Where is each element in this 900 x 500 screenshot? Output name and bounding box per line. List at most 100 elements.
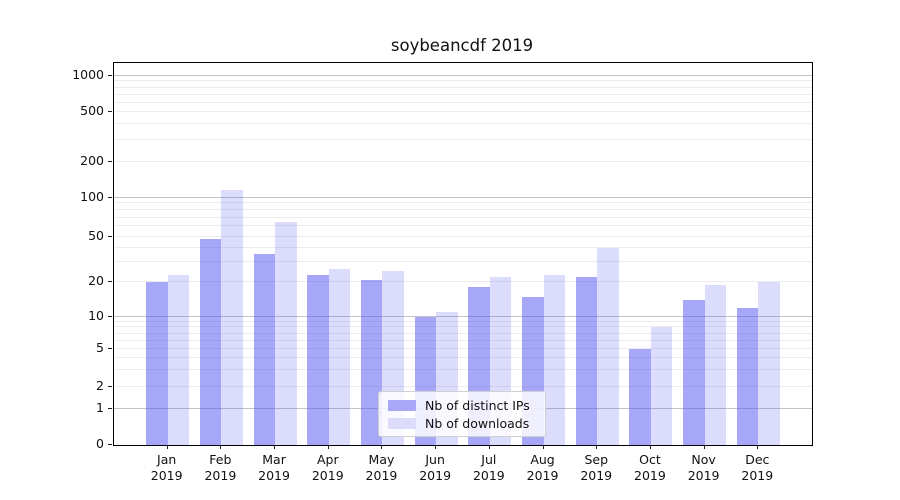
y-tick-label-50: 50: [88, 227, 104, 243]
legend: Nb of distinct IPs Nb of downloads: [378, 391, 546, 437]
grid-line-y-400: [114, 123, 812, 125]
x-tick-label-oct: Oct 2019: [634, 452, 666, 483]
y-tick-mark-200: [108, 161, 112, 162]
y-tick-label-1000: 1000: [72, 67, 104, 82]
grid-line-y-900: [114, 80, 812, 82]
bar-dec-downloads: [758, 282, 780, 445]
x-tick-label-sep: Sep 2019: [580, 452, 613, 483]
y-tick-mark-500: [108, 111, 112, 112]
x-tick-mark-feb: [220, 445, 222, 449]
grid-line-y-50: [114, 235, 812, 237]
bar-aug-downloads: [543, 275, 565, 445]
x-tick-mark-apr: [327, 445, 329, 449]
bar-sep-downloads: [597, 247, 619, 445]
x-tick-mark-sep: [596, 445, 598, 449]
legend-item-distinct-ips: Nb of distinct IPs: [388, 397, 537, 414]
y-tick-label-500: 500: [80, 103, 104, 118]
y-tick-mark-100: [108, 196, 112, 198]
y-tick-mark-5: [108, 348, 112, 350]
y-tick-mark-0: [108, 444, 112, 445]
bar-nov-downloads: [704, 284, 727, 445]
x-tick-mark-dec: [757, 445, 759, 449]
grid-line-y-9: [114, 320, 812, 322]
plot-area: [113, 62, 813, 446]
grid-line-y-10: [114, 316, 812, 317]
grid-line-y-30: [114, 260, 812, 262]
x-tick-label-aug: Aug 2019: [526, 452, 559, 483]
x-tick-mark-jul: [488, 445, 490, 449]
x-tick-label-jul: Jul 2019: [472, 452, 505, 483]
x-tick-mark-may: [381, 445, 383, 449]
grid-line-y-600: [114, 101, 812, 103]
y-tick-mark-20: [108, 281, 112, 282]
legend-swatch-distinct-ips-icon: [388, 400, 416, 411]
grid-line-y-500: [114, 111, 812, 112]
bar-mar-distinct-ips: [253, 254, 276, 445]
x-tick-label-may: May 2019: [365, 452, 398, 483]
x-tick-label-feb: Feb 2019: [204, 452, 237, 483]
grid-line-y-2: [114, 385, 812, 387]
bar-oct-downloads: [650, 327, 673, 445]
bar-may-distinct-ips: [360, 279, 383, 445]
bar-jan-downloads: [167, 275, 190, 445]
x-tick-mark-jan: [166, 445, 168, 449]
bar-feb-distinct-ips: [199, 238, 222, 445]
legend-item-downloads: Nb of downloads: [388, 415, 537, 432]
grid-line-y-200: [114, 161, 812, 162]
x-tick-mark-oct: [649, 445, 651, 449]
y-tick-mark-10: [108, 316, 112, 317]
bar-apr-distinct-ips: [307, 275, 329, 445]
grid-line-y-40: [114, 246, 812, 248]
grid-line-y-300: [114, 138, 812, 140]
x-tick-label-jan: Jan 2019: [150, 452, 183, 483]
grid-line-y-7: [114, 332, 812, 334]
y-tick-mark-2: [108, 385, 112, 387]
x-tick-label-dec: Dec 2019: [741, 452, 774, 483]
bar-nov-distinct-ips: [683, 300, 705, 445]
bar-sep-distinct-ips: [575, 277, 598, 445]
x-tick-label-mar: Mar 2019: [258, 452, 290, 483]
grid-line-y-3: [114, 369, 812, 371]
grid-line-y-100: [114, 196, 812, 198]
bar-feb-downloads: [221, 190, 243, 445]
y-tick-label-10: 10: [88, 308, 104, 323]
bar-jan-distinct-ips: [146, 282, 168, 445]
grid-line-y-8: [114, 326, 812, 328]
chart-title: soybeancdf 2019: [390, 36, 534, 55]
x-tick-mark-jun: [435, 445, 437, 449]
grid-line-y-5: [114, 348, 812, 350]
grid-line-y-20: [114, 281, 812, 282]
y-tick-mark-1: [108, 407, 112, 409]
y-tick-label-2: 2: [96, 377, 104, 393]
y-tick-label-20: 20: [88, 273, 104, 288]
x-tick-label-jun: Jun 2019: [419, 452, 452, 483]
x-tick-mark-aug: [542, 445, 544, 449]
grid-line-y-6: [114, 339, 812, 341]
x-tick-mark-nov: [703, 445, 705, 449]
y-tick-mark-50: [108, 235, 112, 237]
x-tick-label-nov: Nov 2019: [687, 452, 720, 483]
x-tick-mark-mar: [274, 445, 276, 449]
bar-apr-downloads: [328, 268, 351, 445]
bar-dec-distinct-ips: [736, 307, 759, 445]
grid-line-y-60: [114, 225, 812, 227]
bar-oct-distinct-ips: [629, 349, 651, 445]
y-tick-label-200: 200: [80, 153, 104, 168]
grid-line-y-700: [114, 93, 812, 95]
legend-label-downloads: Nb of downloads: [425, 416, 530, 431]
legend-label-distinct-ips: Nb of distinct IPs: [425, 398, 530, 413]
grid-line-y-90: [114, 202, 812, 204]
grid-line-y-80: [114, 209, 812, 211]
y-tick-label-0: 0: [96, 436, 104, 451]
y-tick-label-5: 5: [96, 340, 104, 356]
legend-swatch-downloads-icon: [388, 418, 416, 429]
grid-line-y-70: [114, 216, 812, 218]
y-tick-mark-1000: [108, 75, 112, 76]
grid-line-y-800: [114, 86, 812, 88]
y-tick-label-1: 1: [96, 399, 104, 415]
y-tick-label-100: 100: [80, 188, 104, 204]
grid-line-y-1000: [114, 75, 812, 76]
bar-mar-downloads: [275, 221, 297, 445]
x-tick-label-apr: Apr 2019: [311, 452, 344, 483]
